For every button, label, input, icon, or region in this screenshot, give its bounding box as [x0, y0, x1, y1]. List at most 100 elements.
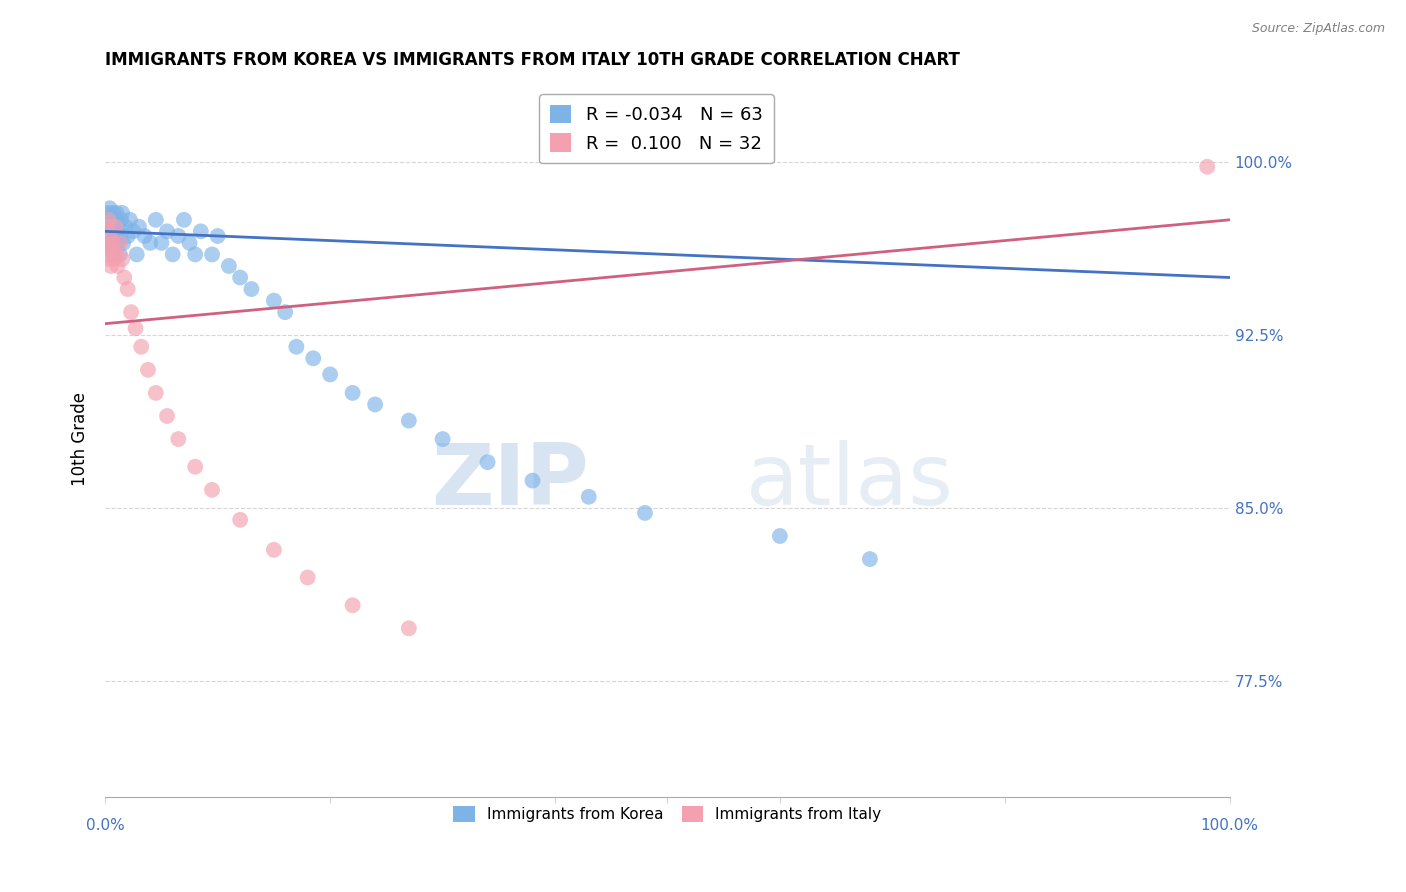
Point: [117, 229, 139, 244]
Point: [150, 235, 173, 250]
Point: [98, 201, 121, 215]
Point: [112, 270, 135, 285]
Point: [96, 224, 118, 238]
Point: [156, 409, 179, 423]
Point: [96, 206, 118, 220]
Point: [342, 385, 364, 400]
Point: [184, 247, 207, 261]
Point: [100, 259, 122, 273]
Point: [201, 483, 224, 497]
Point: [101, 229, 124, 244]
Point: [432, 432, 454, 446]
Point: [769, 529, 792, 543]
Point: [145, 385, 167, 400]
Point: [104, 229, 127, 244]
Point: [103, 247, 125, 261]
Point: [105, 224, 128, 238]
Point: [108, 247, 131, 261]
Point: [122, 224, 145, 238]
Point: [398, 621, 420, 635]
Point: [97, 219, 120, 234]
Point: [118, 212, 141, 227]
Point: [108, 235, 131, 250]
Point: [201, 247, 224, 261]
Point: [522, 474, 544, 488]
Text: ZIP: ZIP: [432, 441, 589, 524]
Point: [98, 229, 121, 244]
Point: [103, 252, 125, 266]
Point: [100, 212, 122, 227]
Point: [117, 282, 139, 296]
Point: [156, 224, 179, 238]
Point: [101, 243, 124, 257]
Point: [128, 219, 150, 234]
Text: 0.0%: 0.0%: [86, 818, 125, 833]
Point: [190, 224, 212, 238]
Point: [134, 229, 156, 244]
Point: [859, 552, 882, 566]
Point: [364, 397, 387, 411]
Point: [319, 368, 342, 382]
Point: [285, 340, 308, 354]
Point: [145, 212, 167, 227]
Point: [107, 219, 129, 234]
Point: [634, 506, 657, 520]
Point: [207, 229, 229, 244]
Point: [184, 459, 207, 474]
Point: [105, 247, 128, 261]
Point: [98, 247, 121, 261]
Point: [100, 243, 122, 257]
Point: [398, 414, 420, 428]
Text: IMMIGRANTS FROM KOREA VS IMMIGRANTS FROM ITALY 10TH GRADE CORRELATION CHART: IMMIGRANTS FROM KOREA VS IMMIGRANTS FROM…: [105, 51, 960, 69]
Point: [111, 252, 134, 266]
Point: [97, 235, 120, 250]
Point: [229, 513, 252, 527]
Point: [110, 212, 132, 227]
Point: [96, 219, 118, 234]
Point: [167, 432, 190, 446]
Point: [124, 321, 146, 335]
Point: [120, 305, 142, 319]
Point: [578, 490, 600, 504]
Point: [101, 235, 124, 250]
Text: 100.0%: 100.0%: [1201, 818, 1258, 833]
Point: [103, 219, 125, 234]
Point: [136, 363, 159, 377]
Point: [96, 235, 118, 250]
Point: [125, 247, 148, 261]
Point: [477, 455, 499, 469]
Point: [114, 219, 136, 234]
Point: [105, 206, 128, 220]
Point: [98, 229, 121, 244]
Legend: Immigrants from Korea, Immigrants from Italy: Immigrants from Korea, Immigrants from I…: [447, 800, 887, 829]
Point: [97, 212, 120, 227]
Point: [297, 570, 319, 584]
Text: Source: ZipAtlas.com: Source: ZipAtlas.com: [1251, 22, 1385, 36]
Point: [173, 212, 195, 227]
Point: [263, 293, 285, 308]
Point: [263, 542, 285, 557]
Point: [108, 229, 131, 244]
Point: [129, 340, 152, 354]
Point: [104, 212, 127, 227]
Point: [162, 247, 184, 261]
Point: [104, 219, 127, 234]
Point: [139, 235, 162, 250]
Point: [179, 235, 201, 250]
Point: [107, 235, 129, 250]
Point: [274, 305, 297, 319]
Point: [167, 229, 190, 244]
Point: [101, 235, 124, 250]
Point: [302, 351, 325, 366]
Y-axis label: 10th Grade: 10th Grade: [72, 392, 89, 486]
Point: [229, 270, 252, 285]
Point: [101, 206, 124, 220]
Point: [218, 259, 240, 273]
Point: [107, 259, 129, 273]
Point: [96, 212, 118, 227]
Text: atlas: atlas: [747, 441, 955, 524]
Point: [240, 282, 263, 296]
Point: [112, 235, 135, 250]
Point: [101, 224, 124, 238]
Point: [342, 599, 364, 613]
